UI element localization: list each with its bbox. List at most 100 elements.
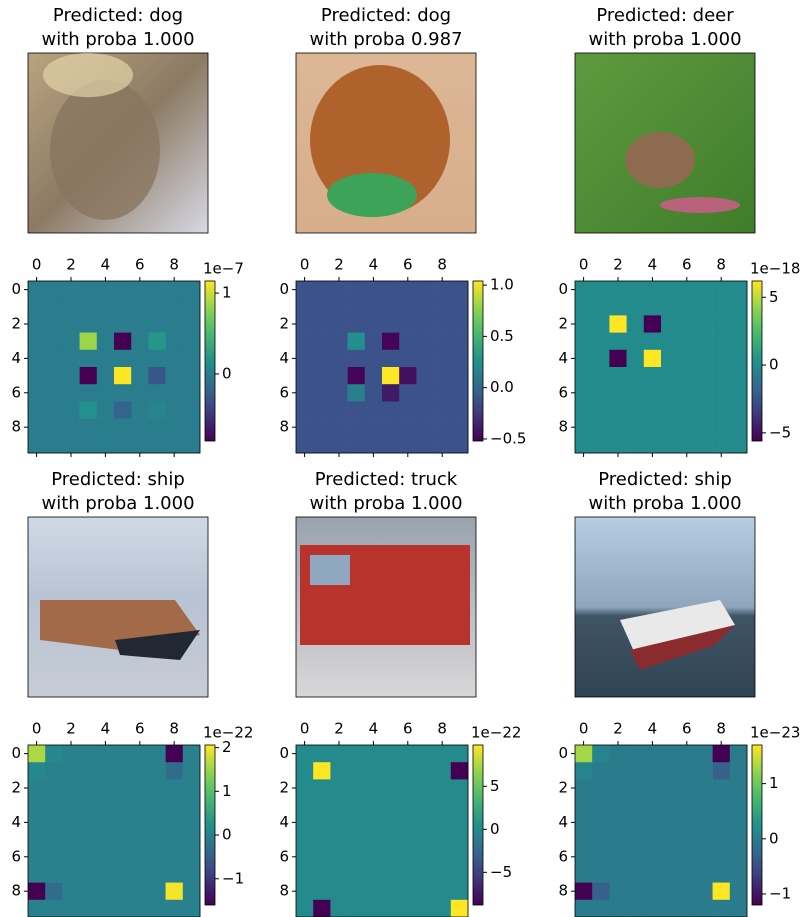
heatmap-cell (609, 367, 627, 385)
heatmap-cell (148, 796, 166, 815)
heatmap-cell (575, 298, 593, 316)
heatmap-cell (347, 848, 366, 866)
colorbar-tick-label: −1 (769, 884, 791, 902)
heatmap-cell (399, 435, 417, 454)
heatmap-cell (626, 865, 645, 883)
heatmap-cell (382, 779, 400, 797)
heatmap-cell (79, 813, 98, 832)
x-tick-label: 6 (403, 720, 413, 738)
heatmap-cell (330, 315, 348, 333)
heatmap-cell (661, 418, 679, 437)
heatmap-cell (592, 384, 610, 402)
heatmap-cell (364, 367, 383, 385)
heatmap-cell (96, 367, 115, 385)
heatmap-cell (661, 865, 679, 883)
heatmap-cell (114, 435, 132, 454)
heatmap-cell (416, 779, 434, 797)
heatmap-cell (131, 882, 149, 901)
heatmap-cell (96, 332, 115, 351)
heatmap-cell (79, 418, 98, 437)
heatmap-cell (79, 779, 98, 797)
heatmap-cell (382, 349, 400, 368)
heatmap-cell (165, 298, 184, 316)
heatmap-cell (45, 384, 63, 402)
heatmap-cell (626, 831, 645, 849)
heatmap-cell (313, 332, 331, 351)
heatmap-cell (79, 865, 98, 883)
heatmap-cell (433, 367, 452, 385)
heatmap-cell (79, 831, 98, 849)
heatmap-cell (313, 865, 331, 883)
heatmap-cell (330, 745, 348, 763)
heatmap-cell (364, 865, 383, 883)
photo (574, 516, 756, 698)
heatmap-cell (643, 401, 662, 419)
heatmap-cell (712, 367, 731, 385)
heatmap-cell (712, 435, 731, 454)
heatmap-cell (382, 315, 400, 333)
heatmap-cell (79, 315, 98, 333)
y-tick-label: 6 (558, 383, 568, 401)
heatmap-cell (182, 298, 201, 316)
photo (295, 516, 477, 698)
heatmap-cell (433, 899, 452, 917)
heatmap-cell (313, 349, 331, 368)
heatmap-cell (296, 298, 314, 316)
heatmap-cell (575, 779, 593, 797)
heatmap-cell (592, 315, 610, 333)
heatmap-cell (729, 401, 748, 419)
heatmap-cell (79, 435, 98, 454)
heatmap-cell (643, 298, 662, 316)
y-tick-label: 8 (11, 882, 21, 900)
heatmap-cell (131, 435, 149, 454)
heatmap-cell (712, 899, 731, 917)
heatmap-cell (729, 367, 748, 385)
heatmap-cell (450, 418, 469, 437)
heatmap-cell (695, 435, 713, 454)
heatmap-cell (165, 401, 184, 419)
heatmap-cell (575, 418, 593, 437)
heatmap-cell (626, 796, 645, 815)
heatmap-cell (592, 435, 610, 454)
heatmap-cell (399, 865, 417, 883)
heatmap-cell (28, 796, 46, 815)
colorbar-tick-label: 2 (222, 738, 232, 756)
heatmap-cell (450, 779, 469, 797)
heatmap-cell (296, 848, 314, 866)
heatmap-cell (330, 796, 348, 815)
heatmap-cell (433, 779, 452, 797)
colorbar-tick-label: 0 (222, 364, 232, 382)
heatmap-cell (729, 298, 748, 316)
y-tick-label: 2 (558, 315, 568, 333)
heatmap-cell (165, 796, 184, 815)
heatmap-cell (661, 435, 679, 454)
heatmap-cell (678, 813, 696, 832)
x-tick-label: 2 (613, 720, 623, 738)
heatmap-cell (28, 899, 46, 917)
heatmap-cell (28, 418, 46, 437)
heatmap-cell (643, 762, 662, 780)
y-tick-label: 0 (558, 744, 568, 762)
heatmap-cell (399, 401, 417, 419)
heatmap-cell (96, 899, 115, 917)
heatmap-cell (382, 882, 400, 901)
colorbar-tick-label: 1 (769, 774, 779, 792)
heatmap-cell (643, 831, 662, 849)
heatmap-cell (433, 848, 452, 866)
heatmap-cell (609, 349, 627, 368)
heatmap-cell (364, 813, 383, 832)
heatmap-cell (382, 435, 400, 454)
heatmap-cell (148, 745, 166, 763)
heatmap-cell (399, 418, 417, 437)
heatmap-cell (729, 349, 748, 368)
panel-title: Predicted: deer (596, 5, 734, 26)
heatmap-cell (62, 865, 80, 883)
heatmap-cell (62, 418, 80, 437)
heatmap-cell (592, 298, 610, 316)
panel-title: with proba 1.000 (41, 493, 194, 514)
heatmap-cell (313, 848, 331, 866)
heatmap-cell (661, 298, 679, 316)
heatmap-cell (182, 435, 201, 454)
y-tick-label: 4 (279, 813, 289, 831)
x-tick-label: 0 (579, 256, 589, 274)
